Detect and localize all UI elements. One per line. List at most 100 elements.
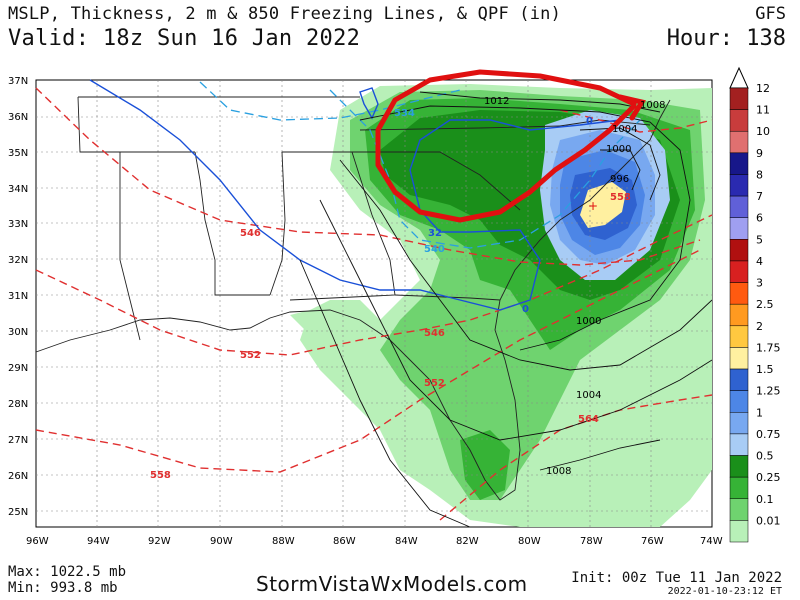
colorbar-swatch (729, 498, 749, 521)
thickness-label: 546 (424, 328, 445, 339)
thickness-labels: 546 552 558 546 552 558 564 (150, 192, 631, 481)
colorbar-label: 0.25 (756, 471, 781, 484)
thickness-label: 552 (424, 378, 445, 389)
freezing-labels: 32 0 0 (428, 116, 593, 315)
latitude-label: 33N (8, 219, 28, 230)
isobars (299, 91, 713, 528)
longitude-label: 84W (395, 536, 418, 547)
generated-stamp: 2022-01-10-23:12 ET (667, 586, 782, 597)
isobar-label: 1004 (612, 124, 637, 135)
colorbar-swatch (729, 87, 749, 110)
colorbar-swatch (729, 325, 749, 348)
colorbar-label: 12 (756, 82, 770, 95)
longitude-label: 86W (333, 536, 356, 547)
thickness-label: 552 (240, 350, 261, 361)
freezing-lines (89, 79, 621, 311)
colorbar-swatch (729, 152, 749, 175)
colorbar-swatch (729, 174, 749, 197)
colorbar-label: 2 (756, 320, 763, 333)
colorbar-swatch (729, 217, 749, 240)
longitude-label: 74W (700, 536, 723, 547)
colorbar-label: 1.75 (756, 341, 781, 354)
freezing-line-label: 32 (428, 228, 442, 239)
colorbar-label: 10 (756, 125, 770, 138)
thickness-label: 534 (394, 108, 415, 119)
thickness-label: 564 (578, 414, 599, 425)
colorbar-label: 0.5 (756, 450, 774, 463)
freezing-line-label: 0 (522, 304, 529, 315)
latitude-label: 36N (8, 112, 28, 123)
colorbar-label: 2.5 (756, 298, 774, 311)
thickness-label: 540 (424, 244, 445, 255)
isobar-label: 1004 (576, 390, 601, 401)
annotation-loop (375, 69, 637, 223)
isobar-label: 1000 (606, 144, 631, 155)
latitude-label: 35N (8, 148, 28, 159)
isobar-label: 1000 (576, 316, 601, 327)
colorbar-swatch (729, 195, 749, 218)
colorbar-label: 4 (756, 255, 763, 268)
freezing-line-label: 0 (586, 116, 593, 127)
thickness-label: 558 (610, 192, 631, 203)
colorbar-label: 0.1 (756, 493, 774, 506)
forecast-hour: Hour: 138 (666, 26, 786, 51)
qpf-area-025b (460, 430, 510, 500)
colorbar-swatch (729, 347, 749, 370)
valid-time: Valid: 18z Sun 16 Jan 2022 (8, 26, 361, 51)
colorbar-label: 9 (756, 147, 763, 160)
min-pressure: Min: 993.8 mb (8, 580, 118, 596)
latitude-label: 30N (8, 327, 28, 338)
longitude-label: 78W (580, 536, 603, 547)
colorbar-label: 0.75 (756, 428, 781, 441)
colorbar-swatch (729, 520, 749, 543)
latitude-label: 27N (8, 435, 28, 446)
colorbar-swatch (729, 303, 749, 327)
colorbar-swatch (729, 109, 749, 132)
model-name: GFS (755, 4, 786, 24)
colorbar-label: 7 (756, 190, 763, 203)
low-center-marker: + (588, 199, 598, 213)
isobar-label: 1012 (484, 96, 509, 107)
longitude-label: 88W (272, 536, 295, 547)
colorbar-swatch (729, 260, 749, 283)
longitude-label: 80W (518, 536, 541, 547)
latitude-label: 31N (8, 291, 28, 302)
longitude-label: 82W (456, 536, 479, 547)
isobar-labels: 1012 1008 1004 1000 996 1000 1004 1008 (484, 96, 665, 477)
colorbar-swatch (729, 239, 749, 262)
init-time: Init: 00z Tue 11 Jan 2022 (571, 570, 782, 586)
longitude-labels: 96W 94W 92W 90W 88W 86W 84W 82W 80W 78W 76W 74W (26, 536, 723, 547)
blue-thickness-labels: 534 540 (394, 108, 445, 255)
isobar-label: 1008 (546, 466, 571, 477)
qpf-area-175 (580, 182, 626, 228)
isobar-label: 996 (610, 174, 629, 185)
colorbar-swatch (729, 455, 749, 478)
qpf-colorbar: 12 11 10 9 8 7 6 5 4 3 2.5 2 1.75 1.5 1.25 1 0.75 0.5 0.25… (729, 66, 781, 543)
colorbar-label: 6 (756, 212, 763, 225)
colorbar-swatch (729, 412, 749, 435)
thickness-lines (35, 87, 713, 521)
latitude-label: 26N (8, 471, 28, 482)
longitude-label: 96W (26, 536, 49, 547)
colorbar-label: 1.25 (756, 385, 781, 398)
site-credit: StormVistaWxModels.com (256, 572, 528, 596)
colorbar-swatch (729, 368, 749, 391)
colorbar-label: 1 (756, 406, 763, 419)
latitude-label: 32N (8, 255, 28, 266)
colorbar-swatch (729, 130, 749, 154)
isobar-label: 1008 (640, 100, 665, 111)
latitude-label: 34N (8, 184, 28, 195)
colorbar-label: 5 (756, 233, 763, 246)
chart-title: MSLP, Thickness, 2 m & 850 Freezing Line… (8, 4, 562, 24)
longitude-label: 90W (210, 536, 233, 547)
blue-thickness-lines (199, 81, 641, 249)
latitude-label: 25N (8, 507, 28, 518)
colorbar-label: 0.01 (756, 514, 781, 527)
latitude-label: 28N (8, 399, 28, 410)
longitude-label: 94W (87, 536, 110, 547)
longitude-label: 92W (148, 536, 171, 547)
latitude-label: 29N (8, 363, 28, 374)
coastlines-borders (35, 96, 671, 501)
latitude-label: 37N (8, 76, 28, 87)
